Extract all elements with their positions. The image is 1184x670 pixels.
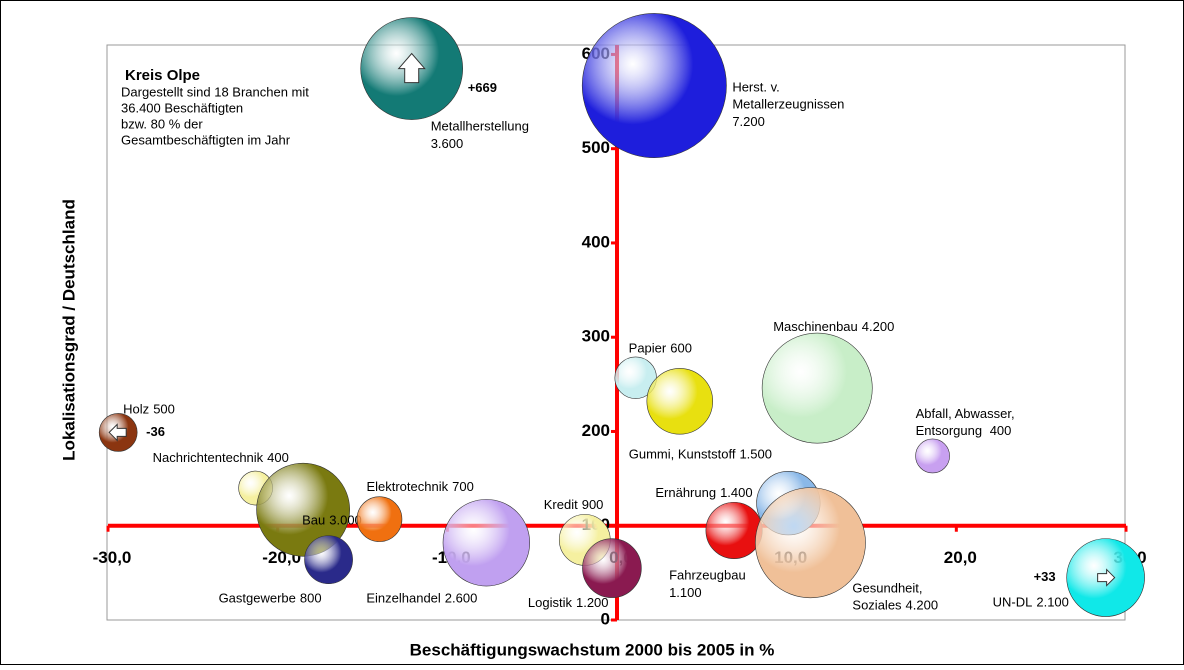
x-tick-label: 20,0 (944, 548, 977, 567)
bubble (581, 13, 727, 158)
info-line: bzw. 80 % der (121, 116, 203, 131)
bubble (915, 438, 950, 474)
point-label: Abfall, Abwasser, (916, 406, 1015, 421)
bubble (356, 496, 403, 542)
point-label: Nachrichtentechnik 400 (153, 450, 289, 465)
info-line: Gesamtbeschäftigten im Jahr (121, 132, 291, 147)
y-tick-label: 300 (582, 327, 610, 346)
point-label: Gummi, Kunststoff 1.500 (629, 447, 772, 462)
arrow (108, 423, 127, 442)
point-label: Maschinenbau 4.200 (773, 320, 894, 335)
point-label: Ernährung 1.400 (655, 486, 752, 501)
point-label: Entsorgung 400 (916, 423, 1012, 438)
y-tick-label: 400 (582, 232, 610, 251)
point-label: Papier 600 (629, 341, 692, 356)
point-label: Einzelhandel 2.600 (366, 591, 477, 606)
bubble (442, 499, 530, 587)
arrow (1097, 568, 1116, 587)
bubble (304, 535, 353, 585)
point-label: Gastgewerbe 800 (219, 591, 322, 606)
point-label: Kredit 900 (544, 497, 604, 512)
point-label: Metallherstellung (431, 119, 529, 134)
point-label: Soziales 4.200 (852, 598, 938, 613)
x-axis-title: Beschäftigungswachstum 2000 bis 2005 in … (410, 640, 775, 659)
bubble (256, 462, 350, 557)
y-tick-label: 500 (582, 138, 610, 157)
bubble (761, 332, 873, 444)
size-label: 7.200 (732, 114, 765, 129)
point-label: Gesundheit, (852, 581, 922, 596)
point-label: Elektrotechnik 700 (366, 480, 473, 495)
point-label: Logistik 1.200 (528, 596, 609, 611)
x-tick-label: -30,0 (93, 548, 132, 567)
arrow (397, 52, 426, 84)
info-line: 36.400 Beschäftigten (121, 100, 243, 115)
annotation: -36 (146, 424, 165, 439)
annotation: +669 (468, 80, 497, 95)
point-label: Metallerzeugnissen (732, 97, 844, 112)
bubble (582, 538, 642, 598)
size-label: 3.600 (431, 136, 464, 151)
y-tick-label: 0 (601, 609, 610, 628)
point-label: Herst. v. (732, 80, 779, 95)
point-label: Fahrzeugbau (669, 568, 746, 583)
bubble (755, 487, 866, 599)
bubble (705, 501, 763, 559)
point-label: UN-DL 2.100 (993, 595, 1069, 610)
info-line: Dargestellt sind 18 Branchen mit (121, 84, 309, 99)
info-title: Kreis Olpe (125, 67, 200, 84)
bubble (646, 368, 713, 435)
annotation: +33 (1034, 569, 1056, 584)
point-label: Bau 3.000 (302, 513, 362, 528)
point-label: Holz 500 (123, 402, 175, 417)
y-axis-title: Lokalisationsgrad / Deutschland (59, 199, 78, 461)
size-label: 1.100 (669, 585, 702, 600)
y-tick-label: 200 (582, 421, 610, 440)
